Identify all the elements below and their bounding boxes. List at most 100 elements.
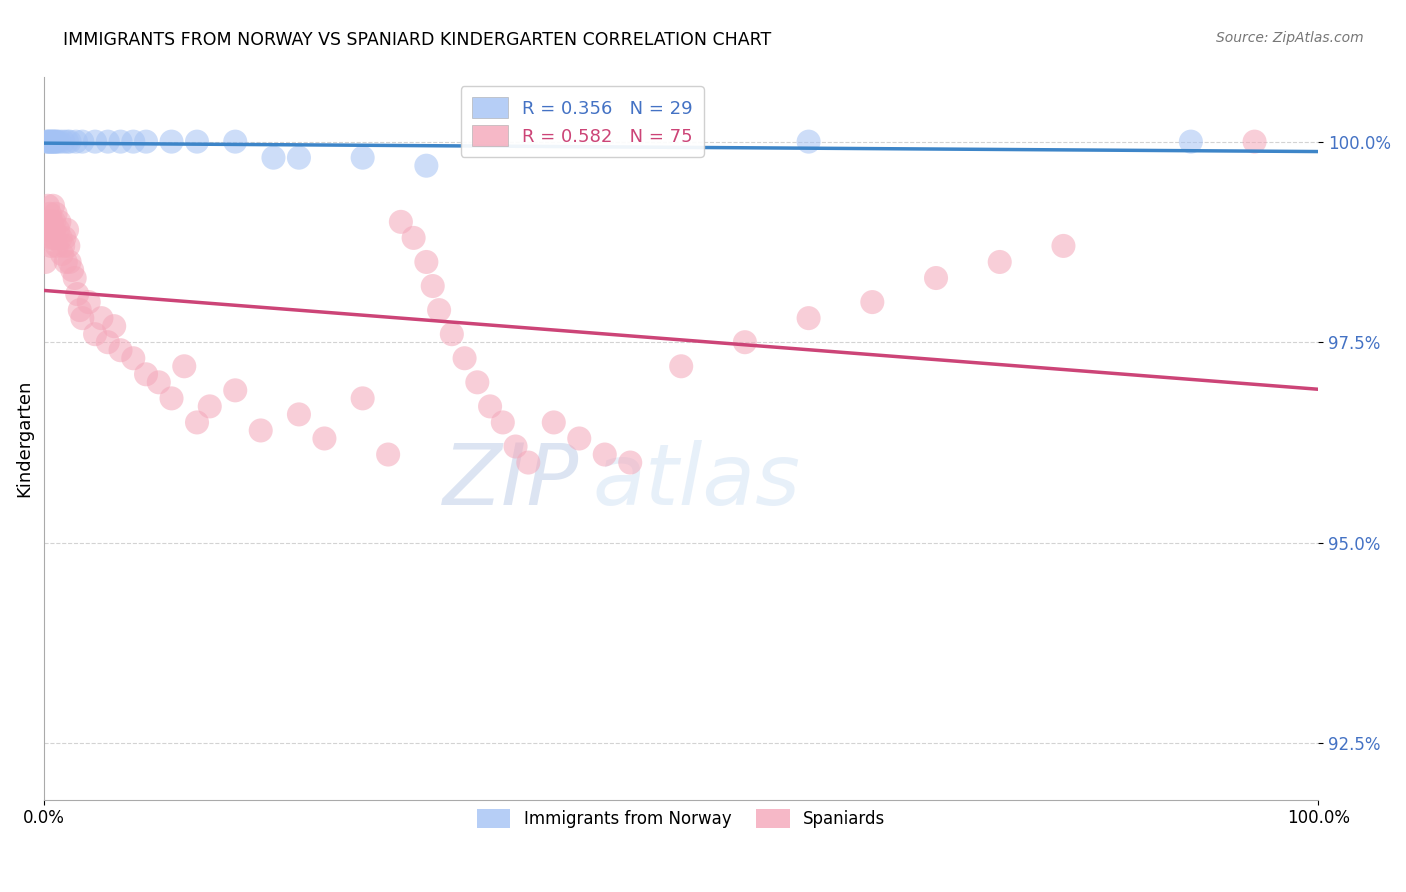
Point [122,135,145,149]
Point [45,207,67,221]
Point [593,448,616,462]
Point [39,215,62,229]
Point [402,231,425,245]
Point [52,135,75,149]
Point [58,239,80,253]
Point [38,207,60,221]
Text: Source: ZipAtlas.com: Source: ZipAtlas.com [1216,31,1364,45]
Point [465,376,488,390]
Point [186,416,208,430]
Point [48,215,70,229]
Point [198,400,221,414]
Point [39,239,62,253]
Point [288,408,311,422]
Point [46,223,69,237]
Point [1243,135,1265,149]
Point [58,255,80,269]
Point [52,239,75,253]
Point [427,303,450,318]
Point [505,440,527,454]
Point [45,135,67,149]
Point [56,223,79,237]
Point [37,231,59,245]
Point [1052,239,1074,253]
Point [90,311,112,326]
Point [55,255,77,269]
Point [84,135,107,149]
Point [77,295,100,310]
Point [160,392,183,406]
Point [110,343,132,358]
Point [37,199,59,213]
Point [38,223,60,237]
Point [53,231,76,245]
Text: IMMIGRANTS FROM NORWAY VS SPANIARD KINDERGARTEN CORRELATION CHART: IMMIGRANTS FROM NORWAY VS SPANIARD KINDE… [63,31,772,49]
Point [39,135,62,149]
Point [41,215,63,229]
Point [797,311,820,326]
Text: atlas: atlas [592,441,800,524]
Point [42,135,65,149]
Point [44,135,66,149]
Point [103,319,125,334]
Point [66,287,89,301]
Point [517,456,540,470]
Point [249,424,271,438]
Point [619,456,641,470]
Point [492,416,515,430]
Point [97,135,120,149]
Point [988,255,1011,269]
Point [352,392,374,406]
Point [422,279,444,293]
Point [51,247,73,261]
Point [135,368,157,382]
Point [352,151,374,165]
Point [41,231,63,245]
Point [35,135,58,149]
Point [49,231,72,245]
Point [262,151,284,165]
Point [110,135,132,149]
Point [44,231,66,245]
Point [860,295,883,310]
Point [1180,135,1202,149]
Point [72,135,94,149]
Point [440,327,463,342]
Point [38,135,60,149]
Point [568,432,591,446]
Point [669,359,692,374]
Point [42,223,65,237]
Point [415,159,437,173]
Point [377,448,399,462]
Point [224,135,246,149]
Point [135,135,157,149]
Point [148,376,170,390]
Point [60,263,83,277]
Point [479,400,502,414]
Point [58,135,80,149]
Point [48,135,70,149]
Point [797,135,820,149]
Point [34,255,56,269]
Point [35,215,58,229]
Point [56,135,79,149]
Legend: Immigrants from Norway, Spaniards: Immigrants from Norway, Spaniards [471,802,891,835]
Point [97,335,120,350]
Point [453,351,475,366]
Point [734,335,756,350]
Point [288,151,311,165]
Point [45,239,67,253]
Point [84,327,107,342]
Point [122,351,145,366]
Point [186,135,208,149]
Point [63,271,86,285]
Point [37,135,59,149]
Point [224,384,246,398]
Point [415,255,437,269]
Point [543,416,565,430]
Text: ZIP: ZIP [443,441,579,524]
Point [41,135,63,149]
Point [44,215,66,229]
Point [160,135,183,149]
Point [389,215,412,229]
